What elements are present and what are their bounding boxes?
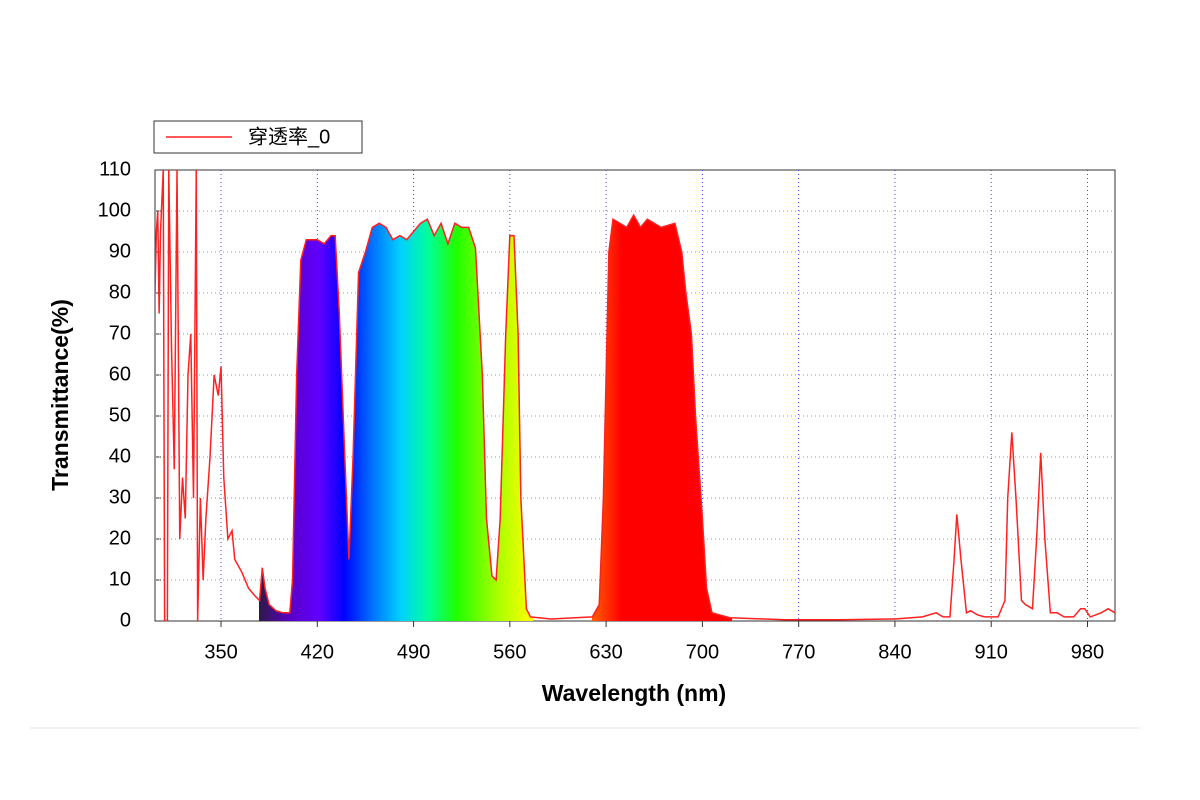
y-tick-label: 90 <box>109 240 131 262</box>
y-tick-label: 0 <box>120 609 131 631</box>
x-tick-label: 420 <box>301 641 334 663</box>
legend: 穿透率_0 <box>153 120 363 154</box>
x-tick-label: 910 <box>975 641 1008 663</box>
x-tick-label: 490 <box>397 641 430 663</box>
x-axis-label: Wavelength (nm) <box>542 680 726 706</box>
x-tick-label: 770 <box>782 641 815 663</box>
x-tick-label: 980 <box>1071 641 1104 663</box>
spectrum-fill <box>259 170 732 621</box>
x-tick-label: 630 <box>589 641 622 663</box>
y-axis-label: Transmittance(%) <box>47 299 73 491</box>
x-tick-label: 840 <box>878 641 911 663</box>
y-tick-label: 110 <box>99 158 131 180</box>
x-tick-label: 700 <box>686 641 719 663</box>
y-tick-label: 40 <box>109 445 131 467</box>
y-tick-label: 30 <box>109 486 131 508</box>
y-tick-label: 60 <box>109 363 131 385</box>
series-line <box>155 170 1115 621</box>
x-tick-label: 560 <box>493 641 526 663</box>
y-tick-label: 20 <box>109 527 131 549</box>
legend-box <box>153 120 363 154</box>
legend-label: 穿透率_0 <box>248 125 330 148</box>
y-tick-label: 50 <box>109 404 131 426</box>
x-tick-label: 350 <box>204 641 237 663</box>
y-tick-label: 70 <box>109 322 131 344</box>
y-tick-label: 80 <box>109 281 131 303</box>
y-tick-label: 100 <box>98 199 131 221</box>
y-tick-label: 10 <box>109 568 131 590</box>
